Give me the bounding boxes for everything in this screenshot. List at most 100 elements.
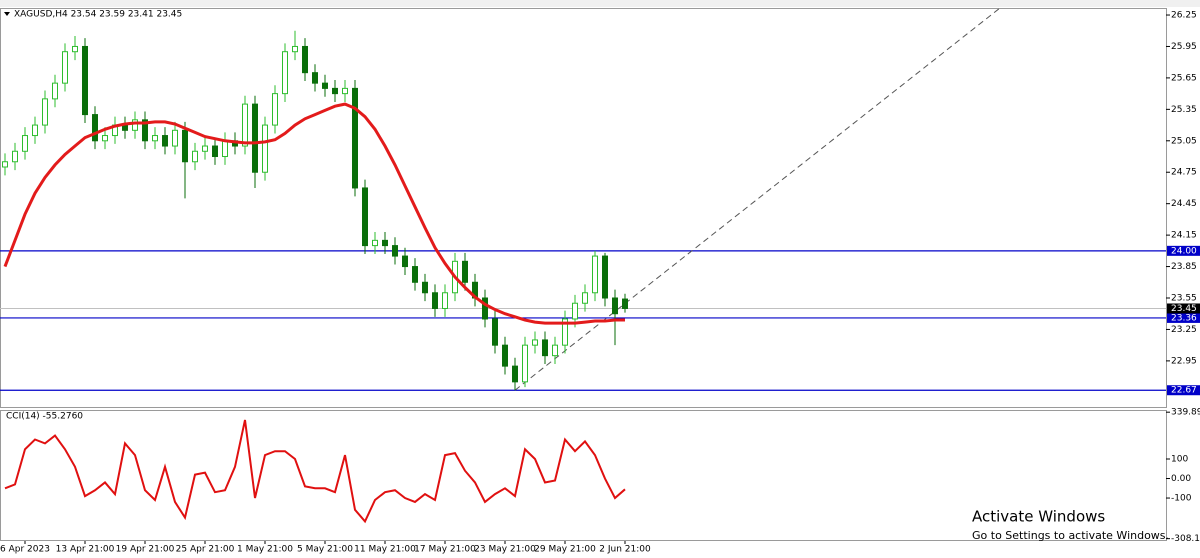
candle-body: [262, 124, 268, 173]
x-tick-label: 23 May 21:00: [474, 545, 536, 555]
candle-body: [182, 129, 188, 163]
candle-body: [362, 187, 368, 247]
candle-body: [482, 297, 488, 320]
candle-body: [542, 339, 548, 357]
candle-body: [282, 51, 288, 95]
candle-body: [82, 45, 88, 116]
candle-body: [72, 45, 78, 53]
x-tick-label: 25 Apr 21:00: [176, 545, 235, 555]
candle-body: [132, 119, 138, 131]
candle-body: [2, 161, 8, 168]
x-tick-label: 13 Apr 21:00: [56, 545, 115, 555]
y-tick-label: 23.85: [1171, 262, 1197, 272]
x-tick-label: 11 May 21:00: [354, 545, 416, 555]
candle-body: [572, 302, 578, 320]
chart-title: XAGUSD,H4 23.54 23.59 23.41 23.45: [14, 10, 182, 20]
y-tick-label: 24.45: [1171, 199, 1197, 209]
candle-body: [142, 119, 148, 142]
level-label-bg: [1167, 312, 1200, 323]
indicator-tick-label: 100: [1171, 455, 1188, 465]
level-label-bg: [1167, 385, 1200, 396]
x-tick-label: 29 May 21:00: [534, 545, 596, 555]
candle-body: [582, 292, 588, 304]
y-tick-label: 26.25: [1171, 11, 1197, 21]
candle-body: [412, 266, 418, 283]
candle-body: [612, 297, 618, 315]
candle-body: [272, 93, 278, 126]
panel-menu-icon[interactable]: [4, 12, 10, 16]
price-panel: [0, 8, 1167, 408]
x-tick-label: 19 Apr 21:00: [116, 545, 175, 555]
y-tick-label: 24.15: [1171, 231, 1197, 241]
candle-body: [382, 239, 388, 247]
y-tick-label: 25.95: [1171, 42, 1197, 52]
candle-body: [372, 239, 378, 247]
moving-average: [3, 102, 625, 325]
candle-body: [432, 292, 438, 309]
y-tick-label: 23.25: [1171, 325, 1197, 335]
candle-body: [332, 87, 338, 95]
candle-body: [602, 255, 608, 299]
y-tick-label: 23.55: [1171, 294, 1197, 304]
watermark-subtitle: Go to Settings to activate Windows.: [972, 529, 1169, 542]
last-price-label: 23.45: [1171, 304, 1197, 314]
candle-body: [172, 129, 178, 147]
indicator-title: CCI(14) -55.2760: [6, 412, 83, 422]
trendline: [514, 7, 1001, 391]
candle-body: [402, 255, 408, 268]
candle-body: [102, 135, 108, 142]
candle-body: [32, 124, 38, 137]
last-price-label-bg: [1167, 303, 1200, 314]
y-tick-label: 25.65: [1171, 73, 1197, 83]
indicator-tick-label: -308.127: [1171, 534, 1200, 544]
candle-body: [22, 135, 28, 152]
candle-body: [92, 114, 98, 142]
candle-body: [622, 298, 628, 309]
toolbar-strip: [0, 0, 1200, 7]
candle-body: [242, 103, 248, 147]
watermark-title: Activate Windows: [972, 508, 1105, 526]
x-tick-label: 17 May 21:00: [414, 545, 476, 555]
indicator-tick-label: 339.893: [1171, 408, 1200, 418]
candle-body: [352, 87, 358, 189]
y-tick-label: 25.35: [1171, 105, 1197, 115]
candle-body: [252, 103, 258, 173]
candle-body: [592, 255, 598, 294]
candle-body: [322, 82, 328, 89]
candle-body: [292, 45, 298, 53]
candle-body: [422, 281, 428, 294]
candle-body: [52, 82, 58, 100]
x-tick-label: 5 May 21:00: [297, 545, 353, 555]
candle-body: [212, 145, 218, 158]
candle-body: [12, 150, 18, 163]
candle-body: [152, 135, 158, 142]
candle-body: [462, 260, 468, 283]
candle-body: [312, 72, 318, 84]
indicator-tick-label: 0.00: [1171, 474, 1191, 484]
candle-body: [392, 245, 398, 257]
candle-body: [442, 292, 448, 309]
candle-body: [492, 318, 498, 346]
level-label: 24.00: [1171, 246, 1197, 256]
candle-body: [522, 344, 528, 383]
candle-body: [62, 51, 68, 84]
x-tick-label: 6 Apr 2023: [0, 545, 50, 555]
indicator-line: [4, 419, 626, 524]
x-tick-label: 1 May 21:00: [237, 545, 293, 555]
candle-body: [222, 140, 228, 158]
candle-body: [532, 339, 538, 346]
candle-body: [162, 135, 168, 147]
candle-body: [202, 145, 208, 152]
candle-body: [552, 344, 558, 357]
candle-body: [342, 87, 348, 95]
level-label: 22.67: [1171, 386, 1197, 396]
candle-body: [512, 365, 518, 383]
y-tick-label: 22.95: [1171, 356, 1197, 366]
indicator-tick-label: -100: [1171, 494, 1192, 504]
candle-body: [502, 344, 508, 367]
level-label: 23.36: [1171, 313, 1197, 323]
level-label-bg: [1167, 245, 1200, 256]
candle-body: [42, 98, 48, 126]
candle-body: [562, 318, 568, 346]
